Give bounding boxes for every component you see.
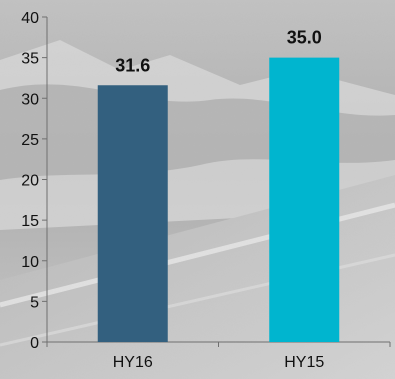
y-tick-label-6: 30 <box>21 91 39 108</box>
y-tick-label-2: 10 <box>21 254 39 271</box>
value-label-hy15: 35.0 <box>287 28 322 48</box>
bars <box>97 57 340 342</box>
value-label-hy16: 31.6 <box>115 55 150 75</box>
x-axis-labels: HY16 HY15 <box>113 354 325 371</box>
bar-hy15 <box>269 57 340 342</box>
y-tick-label-7: 35 <box>21 51 39 68</box>
y-axis-ticks: 0 5 10 15 20 25 30 35 40 <box>21 10 391 352</box>
data-labels: 31.6 35.0 <box>115 28 322 76</box>
x-label-hy16: HY16 <box>113 354 153 371</box>
y-tick-label-0: 0 <box>30 335 39 352</box>
bar-hy16 <box>97 85 168 342</box>
y-tick-label-1: 5 <box>30 294 39 311</box>
y-tick-label-8: 40 <box>21 10 39 27</box>
y-tick-label-5: 25 <box>21 132 39 149</box>
x-label-hy15: HY15 <box>284 354 324 371</box>
y-tick-label-4: 20 <box>21 173 39 190</box>
y-tick-label-3: 15 <box>21 213 39 230</box>
